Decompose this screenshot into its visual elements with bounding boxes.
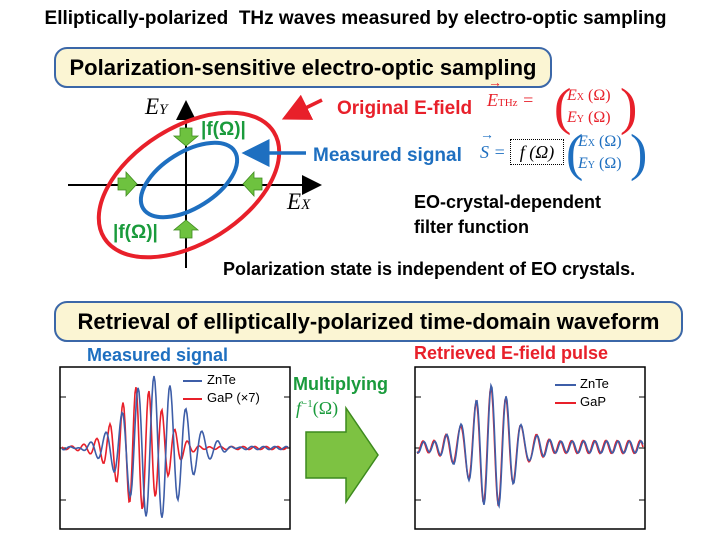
down-arrow-icon: [172, 127, 200, 147]
waveform-plots: [59, 366, 646, 530]
section-heading-polarization: Polarization-sensitive electro-optic sam…: [54, 47, 552, 88]
left-arrow-icon: [242, 170, 263, 198]
legend-gap-right: GaP: [580, 394, 607, 409]
measured-signal-equation: → S = f (Ω) ( EX (Ω) EY (Ω) ): [480, 125, 648, 182]
original-field-ellipse: [96, 110, 282, 260]
x-axis-label: EX: [287, 189, 311, 214]
inverse-filter-label: f−1(Ω): [296, 398, 339, 418]
measured-signal-ellipse: [138, 140, 240, 220]
filter-arrows: [117, 127, 263, 239]
up-arrow-icon: [172, 219, 200, 239]
right-znte-trace: [416, 382, 644, 509]
measured-signal-title: Measured signal: [87, 345, 229, 365]
filter-magnitude-label-bottom: |f(Ω)|: [113, 222, 158, 243]
left-znte-trace: [61, 375, 289, 518]
legend-znte-right: ZnTe: [580, 376, 609, 391]
measured-signal-label: Measured signal: [313, 145, 462, 166]
multiply-arrow-icon: [305, 405, 379, 505]
slide-title: Elliptically-polarized THz waves measure…: [44, 8, 667, 29]
section-heading-retrieval-text: Retrieval of elliptically-polarized time…: [77, 308, 660, 334]
right-arrow-icon: [117, 170, 138, 198]
retrieved-pulse-title: Retrieved E-field pulse: [414, 343, 609, 363]
polarization-statement: Polarization state is independent of EO …: [223, 259, 636, 279]
filter-magnitude-label-top: |f(Ω)|: [201, 119, 246, 140]
y-axis-label: EY: [145, 94, 168, 119]
multiplying-label: Multiplying: [293, 374, 388, 394]
legend-znte-left: ZnTe: [207, 372, 236, 387]
section-heading-retrieval: Retrieval of elliptically-polarized time…: [54, 301, 683, 342]
left-gap-trace: [61, 387, 289, 510]
section-heading-polarization-text: Polarization-sensitive electro-optic sam…: [69, 54, 537, 80]
legend-gap-left: GaP (×7): [207, 390, 260, 405]
filter-function-description: EO-crystal-dependent filter function: [414, 192, 602, 237]
original-pointer-arrow: [281, 94, 323, 120]
polarization-diagram: [68, 94, 323, 268]
original-field-label: Original E-field: [337, 98, 473, 119]
original-field-equation: → ETHz = ( EX (Ω) EY (Ω) ): [487, 76, 638, 136]
